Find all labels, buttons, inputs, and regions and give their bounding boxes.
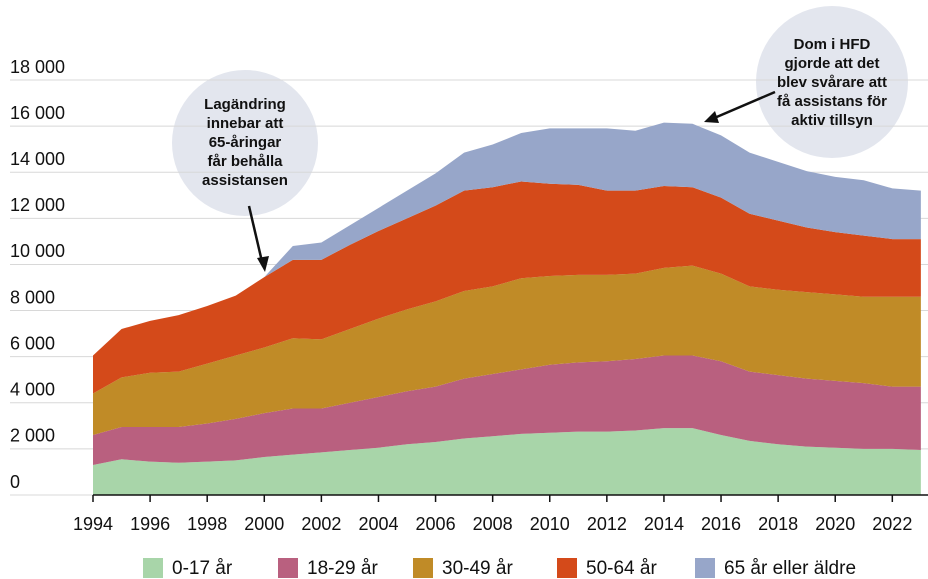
x-tick-label: 2004 (358, 514, 398, 534)
annotation-text: Dom i HFD (794, 36, 871, 53)
legend-label: 65 år eller äldre (724, 558, 856, 579)
annotation-bubble (172, 70, 318, 216)
legend-label: 18-29 år (307, 558, 378, 579)
y-tick-label: 10 000 (10, 241, 65, 261)
x-tick-label: 2012 (587, 514, 627, 534)
x-tick-label: 2016 (701, 514, 741, 534)
y-tick-label: 16 000 (10, 103, 65, 123)
annotation-text: innebar att (207, 115, 284, 132)
annotation-bubble (756, 6, 908, 158)
x-tick-label: 2002 (301, 514, 341, 534)
x-tick-label: 2018 (758, 514, 798, 534)
annotation-arrowhead (704, 111, 719, 123)
area (93, 428, 921, 495)
y-tick-label: 12 000 (10, 195, 65, 215)
legend-label: 30-49 år (442, 558, 513, 579)
area (93, 181, 921, 394)
y-tick-label: 6 000 (10, 333, 55, 353)
x-tick-label: 2000 (244, 514, 284, 534)
annotation-arrow (247, 205, 265, 267)
legend-swatch (695, 558, 715, 578)
x-tick-label: 2014 (644, 514, 684, 534)
x-tick-label: 2006 (416, 514, 456, 534)
y-tick-label: 4 000 (10, 380, 55, 400)
annotation-text: aktiv tillsyn (791, 112, 873, 129)
x-tick-label: 1994 (73, 514, 113, 534)
annotation-text: blev svårare att (777, 74, 887, 91)
x-tick-label: 2022 (872, 514, 912, 534)
x-tick-label: 2010 (530, 514, 570, 534)
annotation-arrow (711, 90, 776, 121)
annotation-text: Lagändring (204, 96, 286, 113)
annotation-text: assistansen (202, 172, 288, 189)
legend-label: 50-64 år (586, 558, 657, 579)
legend-swatch (143, 558, 163, 578)
legend-swatch (557, 558, 577, 578)
legend-label: 0-17 år (172, 558, 233, 579)
y-tick-label: 2 000 (10, 426, 55, 446)
y-tick-label: 8 000 (10, 287, 55, 307)
area (93, 265, 921, 436)
x-tick-label: 1998 (187, 514, 227, 534)
annotation-text: få assistans för (777, 93, 887, 110)
annotation-text: 65-åringar (209, 134, 282, 151)
annotation-text: får behålla (207, 153, 283, 170)
x-tick-label: 1996 (130, 514, 170, 534)
x-tick-label: 2020 (815, 514, 855, 534)
area (93, 355, 921, 466)
legend-swatch (278, 558, 298, 578)
annotation-arrowhead (257, 256, 269, 272)
y-tick-label: 14 000 (10, 149, 65, 169)
area (93, 122, 921, 356)
y-tick-label: 18 000 (10, 57, 65, 77)
legend-swatch (413, 558, 433, 578)
y-tick-label: 0 (10, 472, 20, 492)
annotation-text: gjorde att det (784, 55, 879, 72)
x-tick-label: 2008 (473, 514, 513, 534)
plot-area (10, 79, 928, 496)
